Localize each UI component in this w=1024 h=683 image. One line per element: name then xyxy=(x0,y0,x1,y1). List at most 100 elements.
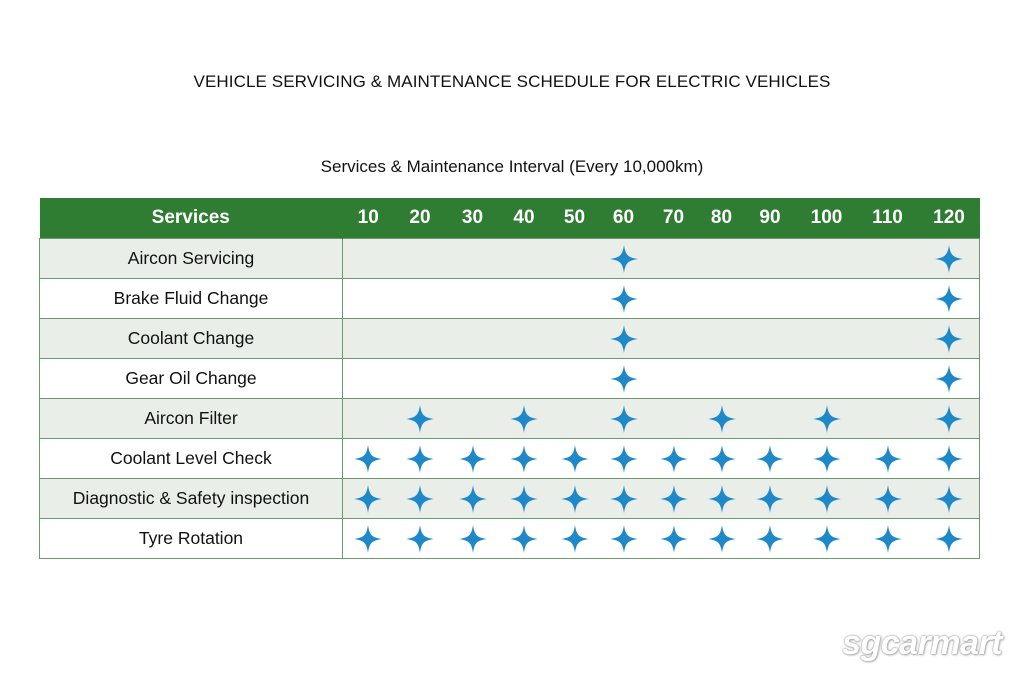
service-name: Tyre Rotation xyxy=(39,518,343,559)
interval-cell-80 xyxy=(699,318,744,359)
interval-cell-90 xyxy=(743,278,797,319)
interval-cell-20 xyxy=(393,318,447,359)
interval-cell-110 xyxy=(856,238,919,279)
interval-cell-120 xyxy=(918,238,980,279)
interval-cell-20 xyxy=(393,478,447,519)
table-row: Aircon Servicing xyxy=(39,238,980,279)
interval-cell-40 xyxy=(498,278,550,319)
interval-cell-80 xyxy=(699,518,744,559)
table-row: Diagnostic & Safety inspection xyxy=(39,478,980,519)
four-point-star-icon xyxy=(873,524,903,553)
interval-cell-110 xyxy=(856,438,919,479)
interval-header-120: 120 xyxy=(918,198,980,239)
interval-cell-90 xyxy=(743,478,797,519)
interval-cell-90 xyxy=(743,438,797,479)
interval-header-70: 70 xyxy=(647,198,700,239)
interval-cell-80 xyxy=(699,358,744,399)
four-point-star-icon xyxy=(659,484,689,513)
interval-cell-100 xyxy=(796,278,857,319)
interval-cell-120 xyxy=(918,438,980,479)
interval-cell-10 xyxy=(342,398,394,439)
interval-cell-120 xyxy=(918,398,980,439)
interval-cell-100 xyxy=(796,438,857,479)
interval-header-110: 110 xyxy=(856,198,919,239)
four-point-star-icon xyxy=(353,484,383,513)
service-name: Gear Oil Change xyxy=(39,358,343,399)
four-point-star-icon xyxy=(812,404,842,433)
four-point-star-icon xyxy=(509,444,539,473)
page-title: VEHICLE SERVICING & MAINTENANCE SCHEDULE… xyxy=(193,72,831,91)
four-point-star-icon xyxy=(934,524,964,553)
interval-cell-70 xyxy=(647,438,700,479)
interval-cell-110 xyxy=(856,278,919,319)
interval-cell-120 xyxy=(918,518,980,559)
four-point-star-icon xyxy=(934,244,964,273)
interval-cell-30 xyxy=(446,278,499,319)
four-point-star-icon xyxy=(812,484,842,513)
four-point-star-icon xyxy=(405,444,435,473)
four-point-star-icon xyxy=(812,444,842,473)
interval-cell-100 xyxy=(796,358,857,399)
interval-cell-100 xyxy=(796,478,857,519)
interval-cell-120 xyxy=(918,358,980,399)
four-point-star-icon xyxy=(560,444,590,473)
four-point-star-icon xyxy=(405,404,435,433)
interval-cell-50 xyxy=(549,478,600,519)
interval-cell-90 xyxy=(743,398,797,439)
interval-cell-110 xyxy=(856,318,919,359)
four-point-star-icon xyxy=(353,444,383,473)
interval-cell-100 xyxy=(796,398,857,439)
four-point-star-icon xyxy=(353,524,383,553)
interval-cell-10 xyxy=(342,358,394,399)
interval-cell-120 xyxy=(918,478,980,519)
four-point-star-icon xyxy=(755,444,785,473)
four-point-star-icon xyxy=(755,524,785,553)
interval-cell-110 xyxy=(856,398,919,439)
service-name: Aircon Servicing xyxy=(39,238,343,279)
interval-cell-30 xyxy=(446,318,499,359)
interval-cell-70 xyxy=(647,278,700,319)
interval-cell-30 xyxy=(446,478,499,519)
interval-cell-110 xyxy=(856,478,919,519)
interval-cell-40 xyxy=(498,478,550,519)
interval-cell-60 xyxy=(599,398,648,439)
interval-cell-60 xyxy=(599,358,648,399)
four-point-star-icon xyxy=(458,444,488,473)
interval-cell-40 xyxy=(498,238,550,279)
interval-cell-120 xyxy=(918,278,980,319)
interval-header-30: 30 xyxy=(446,198,499,239)
four-point-star-icon xyxy=(458,524,488,553)
interval-cell-70 xyxy=(647,318,700,359)
four-point-star-icon xyxy=(873,484,903,513)
four-point-star-icon xyxy=(560,524,590,553)
interval-cell-70 xyxy=(647,478,700,519)
interval-cell-70 xyxy=(647,518,700,559)
interval-cell-40 xyxy=(498,518,550,559)
interval-header-80: 80 xyxy=(699,198,744,239)
four-point-star-icon xyxy=(812,524,842,553)
four-point-star-icon xyxy=(609,364,639,393)
interval-cell-50 xyxy=(549,278,600,319)
service-name: Coolant Level Check xyxy=(39,438,343,479)
interval-cell-10 xyxy=(342,478,394,519)
service-name: Brake Fluid Change xyxy=(39,278,343,319)
four-point-star-icon xyxy=(609,324,639,353)
interval-cell-20 xyxy=(393,438,447,479)
interval-cell-10 xyxy=(342,318,394,359)
interval-cell-80 xyxy=(699,478,744,519)
interval-cell-30 xyxy=(446,398,499,439)
interval-cell-20 xyxy=(393,278,447,319)
interval-cell-100 xyxy=(796,518,857,559)
table-row: Aircon Filter xyxy=(39,398,980,439)
interval-cell-10 xyxy=(342,278,394,319)
interval-cell-70 xyxy=(647,358,700,399)
interval-cell-110 xyxy=(856,358,919,399)
four-point-star-icon xyxy=(707,444,737,473)
interval-cell-30 xyxy=(446,518,499,559)
interval-cell-30 xyxy=(446,238,499,279)
four-point-star-icon xyxy=(609,244,639,273)
interval-cell-40 xyxy=(498,398,550,439)
table-row: Coolant Level Check xyxy=(39,438,980,479)
interval-cell-30 xyxy=(446,438,499,479)
interval-cell-60 xyxy=(599,518,648,559)
